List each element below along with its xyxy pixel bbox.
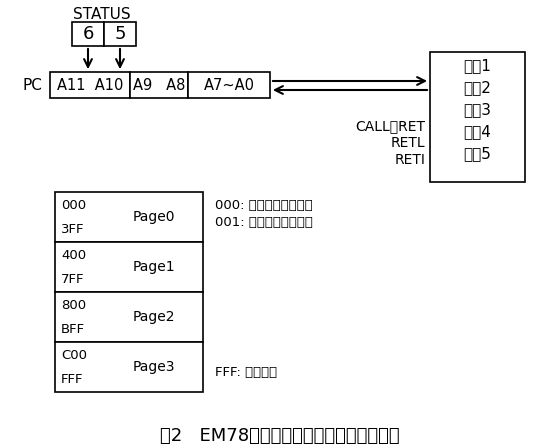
Text: CALL、RET: CALL、RET <box>355 119 425 133</box>
Text: 5: 5 <box>114 25 126 43</box>
Text: 3FF: 3FF <box>61 223 85 236</box>
FancyBboxPatch shape <box>55 192 203 242</box>
Text: RETL: RETL <box>390 136 425 150</box>
Text: BFF: BFF <box>61 323 85 336</box>
Text: Page1: Page1 <box>133 260 175 274</box>
FancyBboxPatch shape <box>130 72 188 98</box>
Text: A9   A8: A9 A8 <box>133 78 185 92</box>
Text: RETI: RETI <box>394 153 425 167</box>
Text: 图2   EM78系列单片机程序存储器结构框图: 图2 EM78系列单片机程序存储器结构框图 <box>160 427 400 445</box>
FancyBboxPatch shape <box>104 22 136 46</box>
Text: 000: 硬件中断向量地址: 000: 硬件中断向量地址 <box>215 198 312 211</box>
FancyBboxPatch shape <box>55 292 203 342</box>
Text: C00: C00 <box>61 349 87 362</box>
Text: A7~A0: A7~A0 <box>203 78 254 92</box>
Text: 7FF: 7FF <box>61 272 85 285</box>
Text: 6: 6 <box>82 25 94 43</box>
FancyBboxPatch shape <box>55 342 203 392</box>
Text: Page0: Page0 <box>133 210 175 224</box>
Text: FFF: 复位地址: FFF: 复位地址 <box>215 366 277 379</box>
Text: 800: 800 <box>61 298 86 311</box>
Text: 001: 软件中断向量地址: 001: 软件中断向量地址 <box>215 215 313 228</box>
Text: FFF: FFF <box>61 372 83 385</box>
Text: 000: 000 <box>61 198 86 211</box>
FancyBboxPatch shape <box>188 72 270 98</box>
Text: 堆栈4: 堆栈4 <box>464 125 492 139</box>
FancyBboxPatch shape <box>72 22 104 46</box>
Text: A11  A10: A11 A10 <box>57 78 123 92</box>
Text: 堆栈3: 堆栈3 <box>464 103 492 117</box>
Text: STATUS: STATUS <box>73 7 131 22</box>
Text: Page2: Page2 <box>133 310 175 324</box>
FancyBboxPatch shape <box>55 242 203 292</box>
FancyBboxPatch shape <box>50 72 130 98</box>
Text: PC: PC <box>22 78 42 92</box>
Text: 堆栈2: 堆栈2 <box>464 81 492 95</box>
FancyBboxPatch shape <box>430 52 525 182</box>
Text: 堆栈5: 堆栈5 <box>464 146 492 161</box>
Text: 400: 400 <box>61 249 86 262</box>
Text: Page3: Page3 <box>133 360 175 374</box>
Text: 堆栈1: 堆栈1 <box>464 59 492 73</box>
